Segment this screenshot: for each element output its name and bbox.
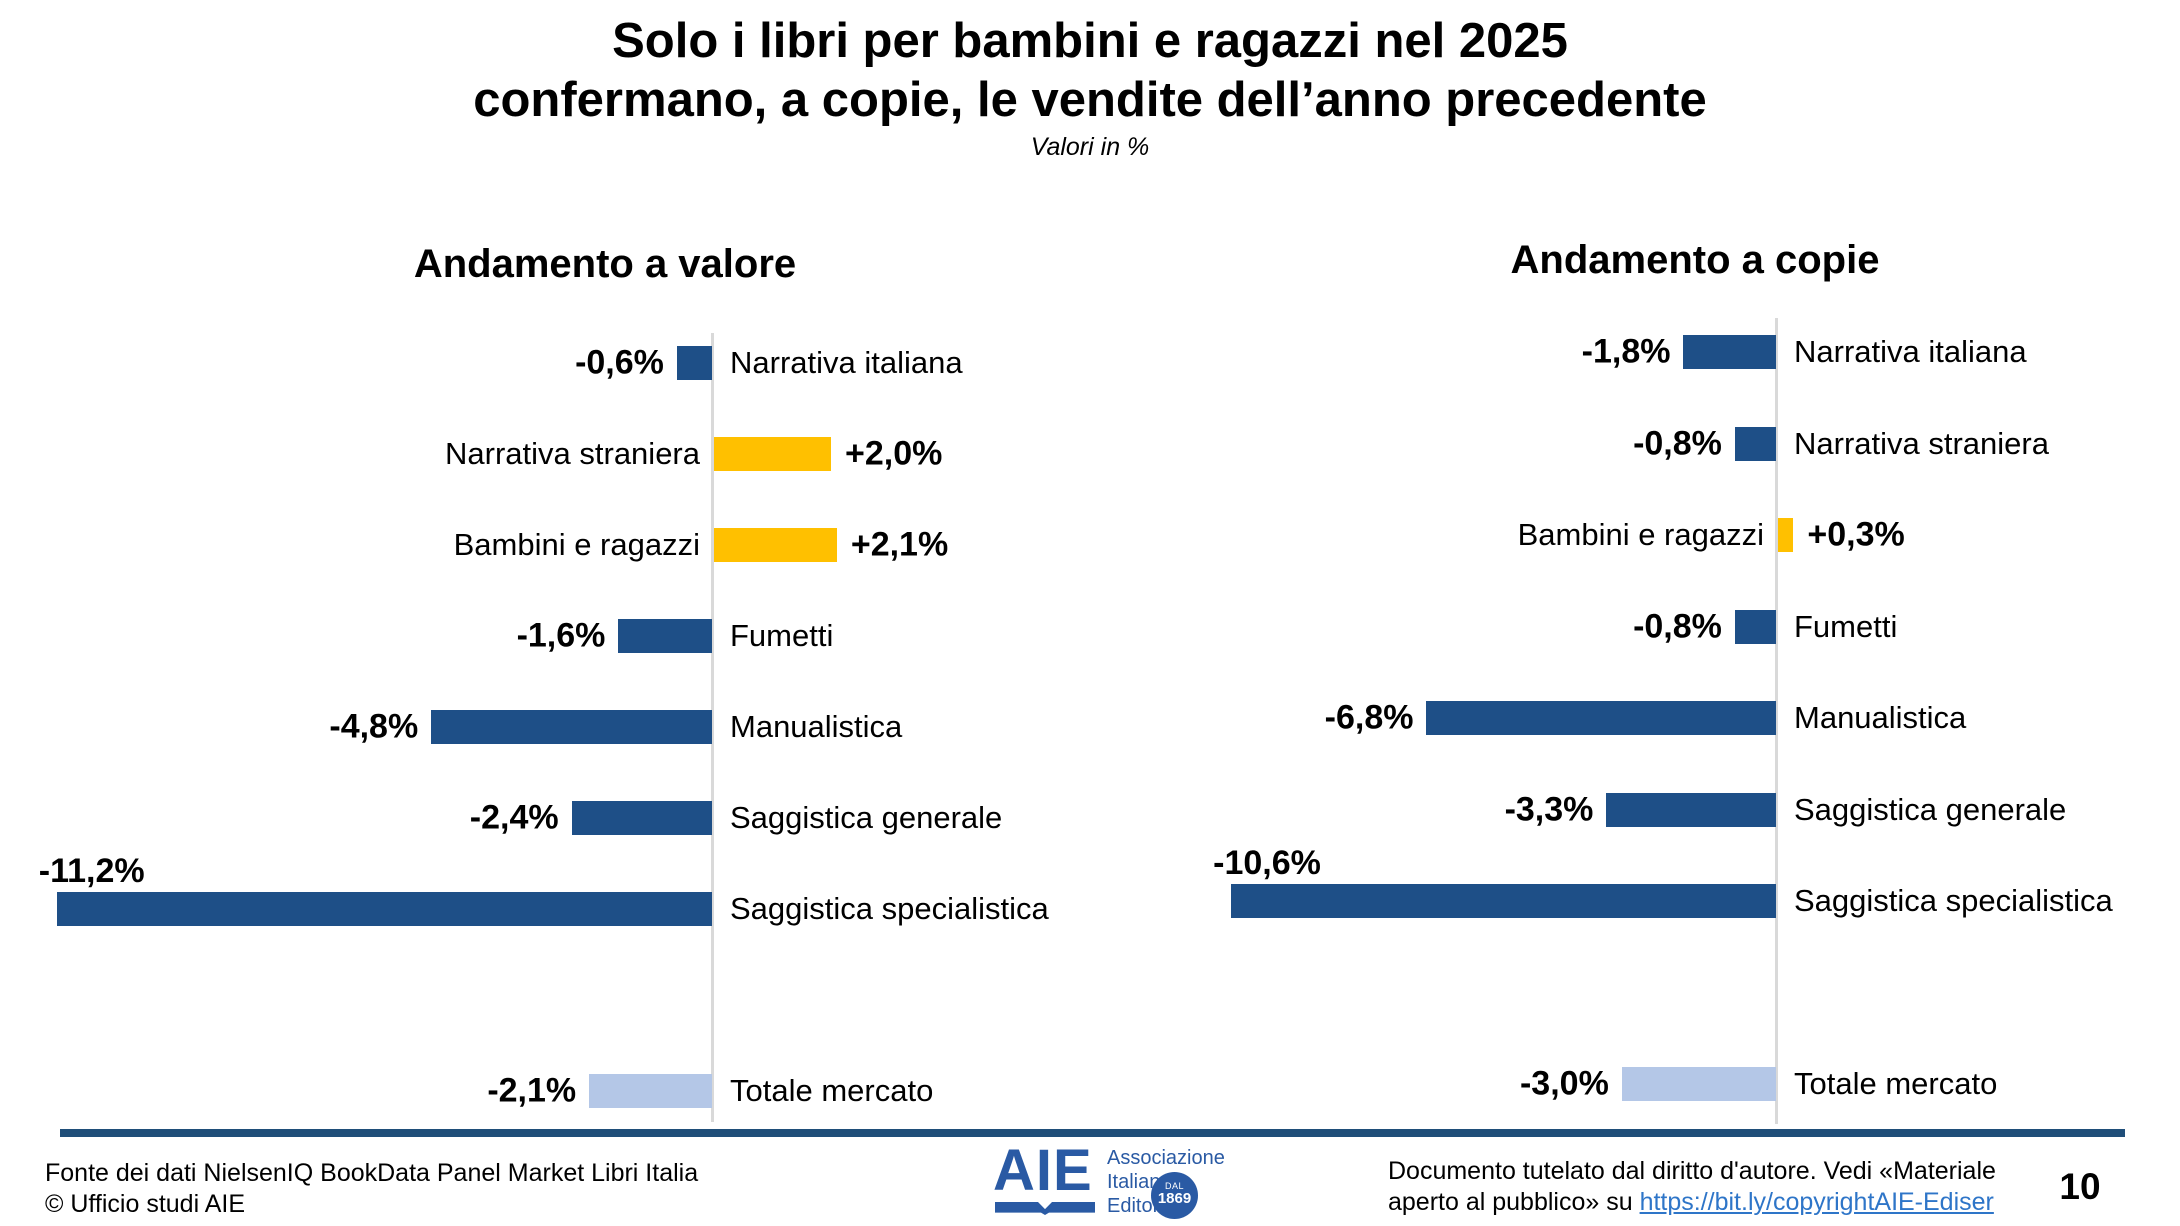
value-label-manualistica: -6,8% bbox=[1324, 698, 1414, 737]
category-label-totale-mercato: Totale mercato bbox=[730, 1073, 934, 1108]
value-label-totale-mercato: -2,1% bbox=[487, 1071, 577, 1110]
value-label-fumetti: -1,6% bbox=[516, 616, 606, 655]
category-label-fumetti: Fumetti bbox=[730, 618, 834, 653]
aie-logo-badge-year: 1869 bbox=[1157, 1190, 1192, 1207]
bar-bambini-e-ragazzi bbox=[1778, 518, 1794, 552]
source-note-line1: Fonte dei dati NielsenIQ BookData Panel … bbox=[45, 1159, 699, 1187]
source-note-line2: © Ufficio studi AIE bbox=[45, 1190, 245, 1218]
slide-title: Solo i libri per bambini e ragazzi nel 2… bbox=[0, 12, 2180, 130]
bar-saggistica-specialistica bbox=[56, 892, 712, 926]
category-label-narrativa-italiana: Narrativa italiana bbox=[730, 345, 963, 380]
bar-narrativa-straniera bbox=[1734, 426, 1776, 461]
value-chart-axis-line bbox=[711, 333, 714, 1122]
bar-manualistica bbox=[431, 710, 712, 744]
copyright-note: Documento tutelato dal diritto d'autore.… bbox=[1388, 1156, 1996, 1218]
bar-fumetti bbox=[1734, 609, 1776, 644]
aie-logo-name-line3: Editori bbox=[1107, 1195, 1164, 1217]
category-label-saggistica-generale: Saggistica generale bbox=[730, 800, 1003, 835]
bar-saggistica-specialistica bbox=[1231, 884, 1776, 918]
bar-narrativa-italiana bbox=[676, 346, 712, 380]
category-label-narrativa-italiana: Narrativa italiana bbox=[1794, 334, 2027, 369]
value-label-bambini-e-ragazzi: +2,1% bbox=[850, 525, 949, 564]
bar-narrativa-straniera bbox=[714, 437, 831, 471]
category-label-manualistica: Manualistica bbox=[1794, 700, 1967, 735]
slide-title-line2: confermano, a copie, le vendite dell’ann… bbox=[473, 73, 1707, 127]
value-label-narrativa-straniera: +2,0% bbox=[845, 434, 943, 473]
slide-title-line1: Solo i libri per bambini e ragazzi nel 2… bbox=[612, 14, 1568, 68]
value-label-bambini-e-ragazzi: +0,3% bbox=[1807, 515, 1905, 554]
bar-totale-mercato bbox=[1621, 1067, 1776, 1101]
value-label-manualistica: -4,8% bbox=[329, 707, 419, 746]
category-label-saggistica-specialistica: Saggistica specialistica bbox=[730, 891, 1049, 926]
copyright-link[interactable]: https://bit.ly/copyrightAIE-Ediser bbox=[1639, 1188, 1994, 1216]
chart-heading-valore: Andamento a valore bbox=[413, 242, 797, 286]
aie-logo: AIE Associazione Italiana Editori DAL 18… bbox=[993, 1142, 1263, 1224]
footer-divider-line bbox=[60, 1129, 2125, 1137]
category-label-bambini-e-ragazzi: Bambini e ragazzi bbox=[1517, 517, 1764, 552]
category-label-manualistica: Manualistica bbox=[730, 709, 903, 744]
aie-logo-acronym: AIE bbox=[993, 1138, 1093, 1203]
aie-logo-badge-dal: DAL bbox=[1164, 1181, 1184, 1191]
value-label-saggistica-specialistica: -11,2% bbox=[38, 852, 145, 890]
category-label-saggistica-specialistica: Saggistica specialistica bbox=[1794, 883, 2113, 918]
bar-saggistica-generale bbox=[571, 801, 712, 835]
aie-logo-name-line1: Associazione bbox=[1107, 1147, 1225, 1169]
value-label-narrativa-italiana: -0,6% bbox=[575, 343, 664, 382]
category-label-fumetti: Fumetti bbox=[1794, 608, 1898, 644]
bar-bambini-e-ragazzi bbox=[714, 528, 837, 562]
aie-logo-name: Associazione Italiana Editori bbox=[1107, 1146, 1225, 1218]
copies-chart-axis-line bbox=[1775, 318, 1778, 1124]
bar-manualistica bbox=[1426, 701, 1776, 735]
slide-subtitle: Valori in % bbox=[1030, 133, 1150, 161]
copyright-note-line2: aperto al pubblico» su https://bit.ly/co… bbox=[1388, 1187, 1996, 1218]
value-label-saggistica-generale: -3,3% bbox=[1504, 790, 1594, 828]
source-note: Fonte dei dati NielsenIQ BookData Panel … bbox=[45, 1158, 698, 1220]
bar-totale-mercato bbox=[589, 1074, 712, 1108]
category-label-bambini-e-ragazzi: Bambini e ragazzi bbox=[453, 527, 700, 562]
value-label-fumetti: -0,8% bbox=[1633, 607, 1722, 645]
bar-saggistica-generale bbox=[1606, 792, 1776, 827]
copyright-note-line1: Documento tutelato dal diritto d'autore.… bbox=[1388, 1157, 1996, 1185]
value-label-saggistica-specialistica: -10,6% bbox=[1213, 844, 1321, 882]
category-label-saggistica-generale: Saggistica generale bbox=[1794, 791, 2067, 827]
copyright-note-line2-prefix: aperto al pubblico» su bbox=[1388, 1188, 1640, 1216]
value-label-narrativa-straniera: -0,8% bbox=[1633, 424, 1722, 462]
category-label-totale-mercato: Totale mercato bbox=[1794, 1066, 1998, 1101]
category-label-narrativa-straniera: Narrativa straniera bbox=[445, 436, 700, 471]
bar-fumetti bbox=[618, 619, 712, 653]
value-label-narrativa-italiana: -1,8% bbox=[1581, 332, 1671, 371]
aie-logo-book-icon bbox=[995, 1202, 1095, 1215]
aie-logo-badge: DAL 1869 bbox=[1151, 1172, 1198, 1219]
value-label-totale-mercato: -3,0% bbox=[1519, 1064, 1609, 1103]
category-label-narrativa-straniera: Narrativa straniera bbox=[1794, 425, 2049, 461]
bar-narrativa-italiana bbox=[1683, 335, 1776, 369]
value-label-saggistica-generale: -2,4% bbox=[469, 798, 559, 837]
chart-heading-copie: Andamento a copie bbox=[1510, 238, 1880, 282]
page-number: 10 bbox=[2059, 1166, 2101, 1207]
